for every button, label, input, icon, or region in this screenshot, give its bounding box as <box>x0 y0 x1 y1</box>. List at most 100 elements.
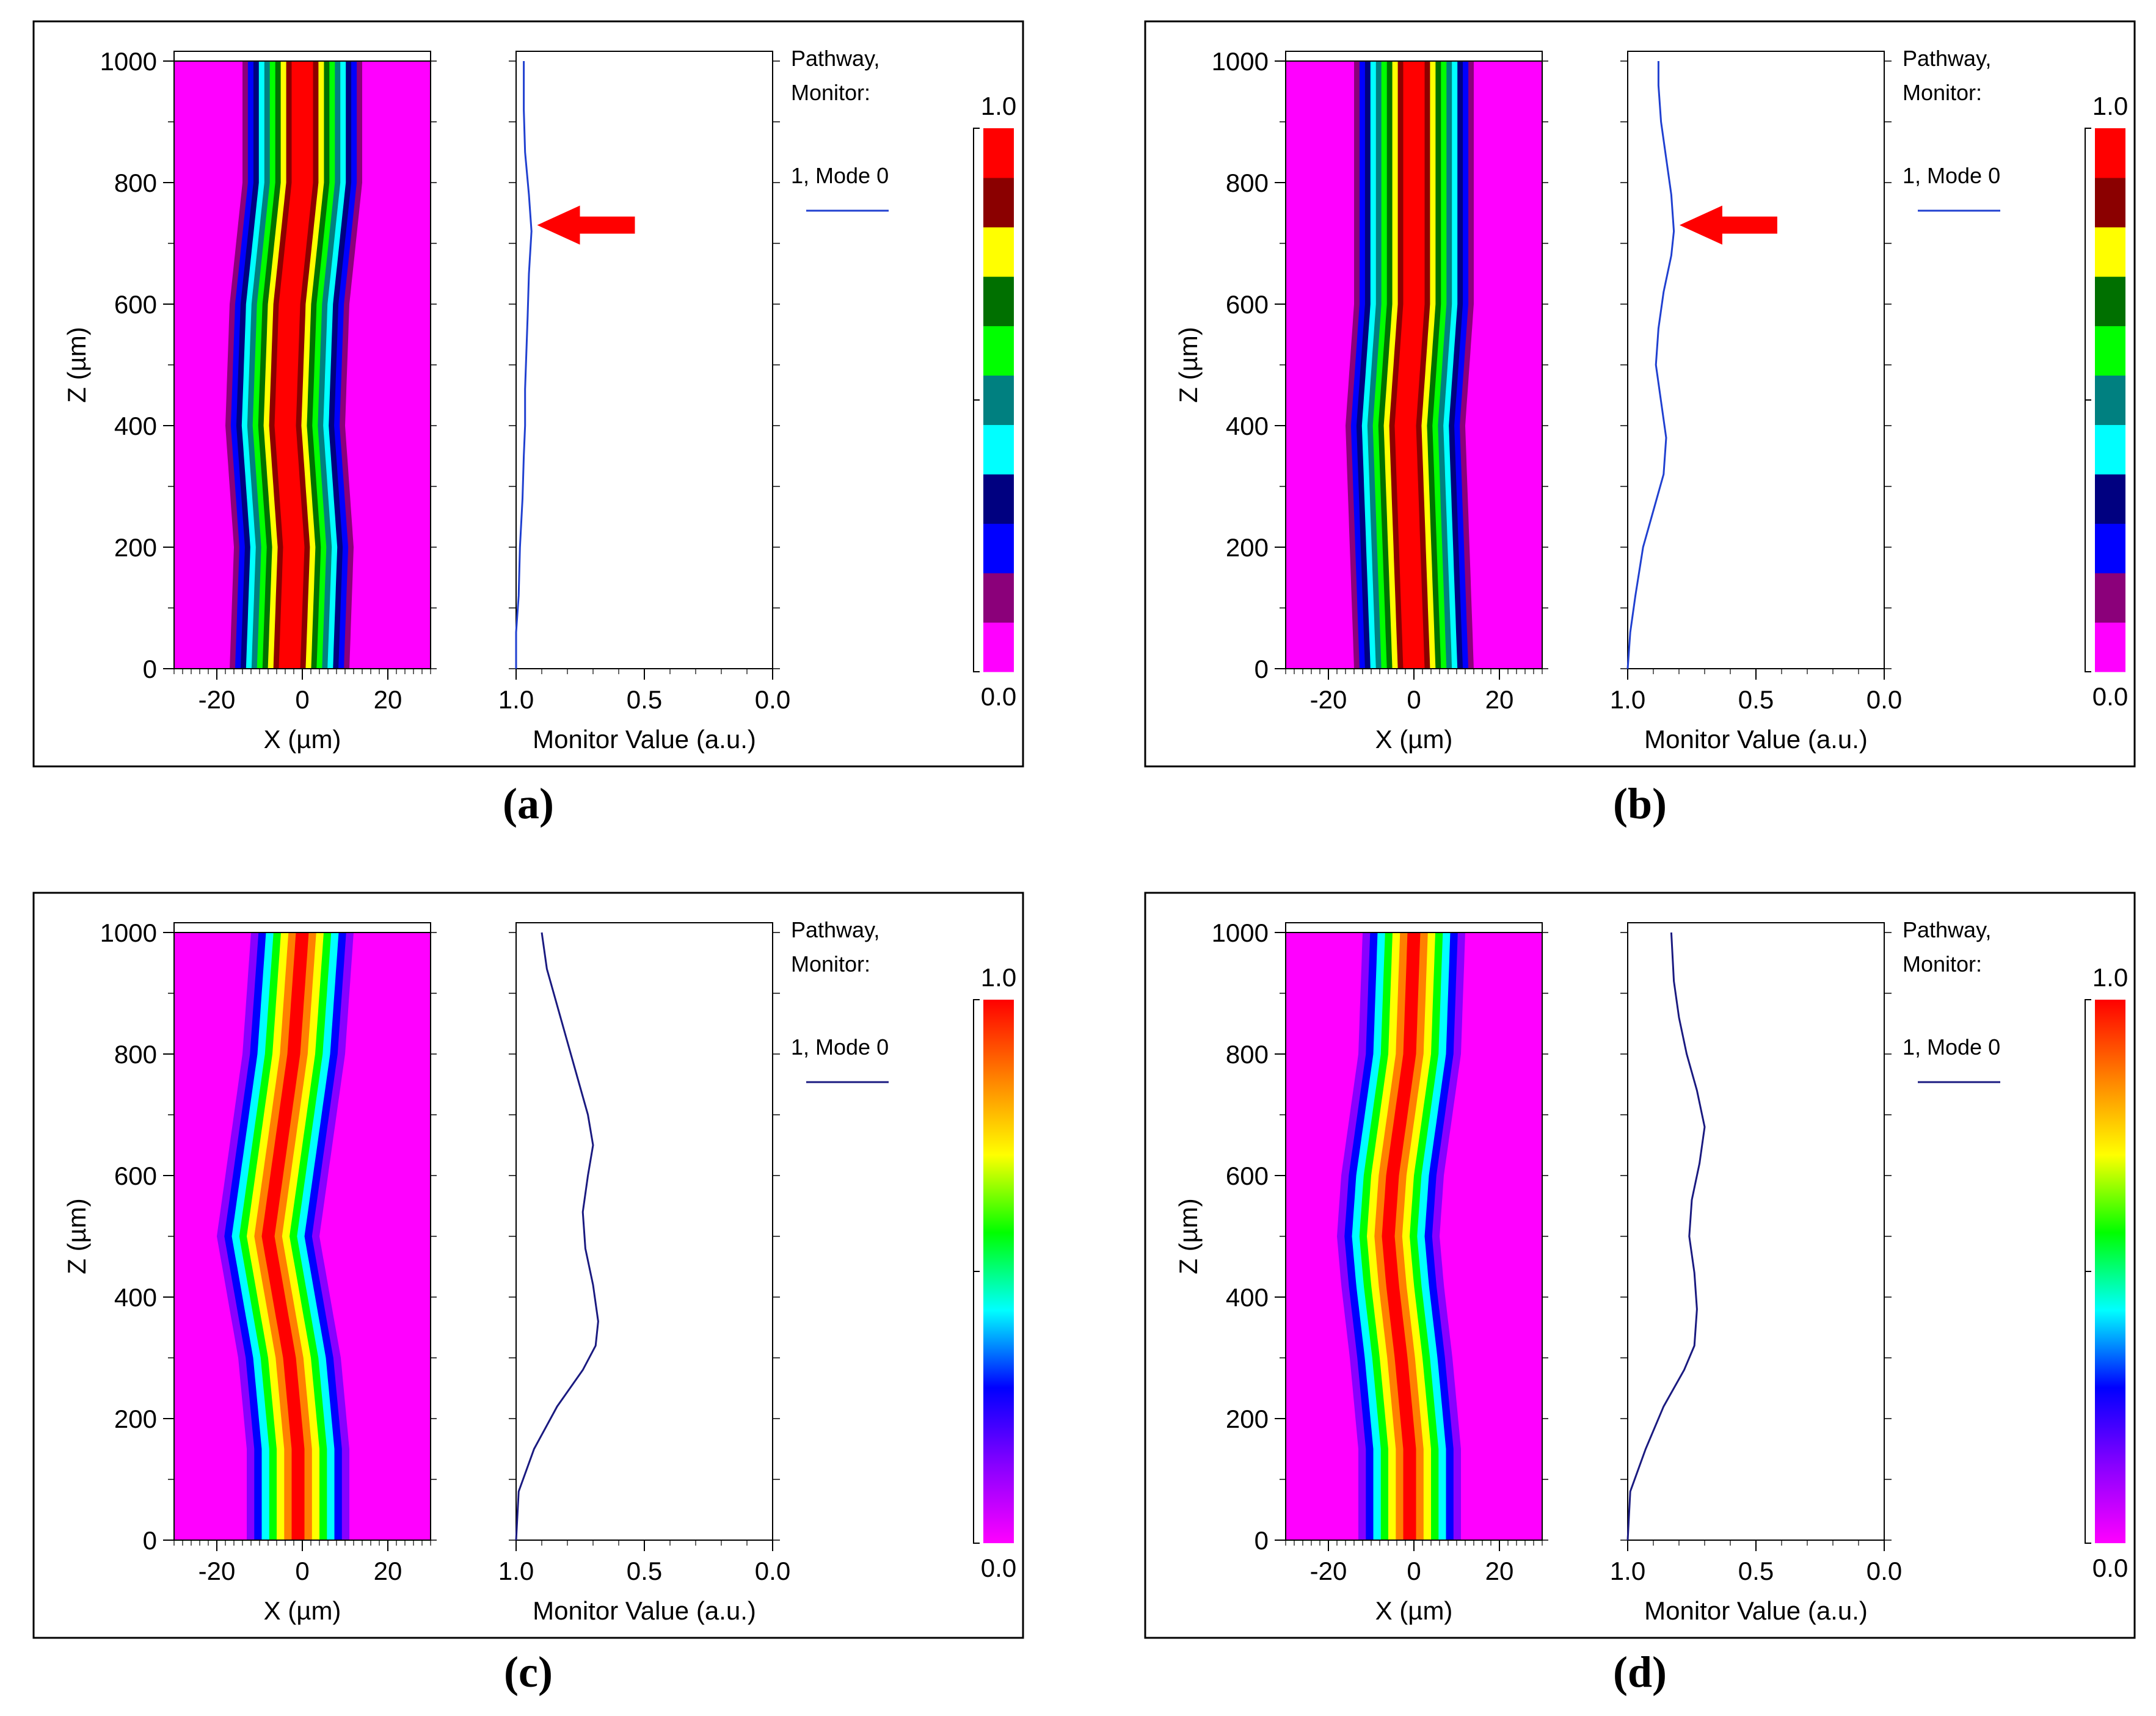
legend-title-line2: Monitor: <box>791 80 870 105</box>
colorbar-segment-5 <box>2095 375 2125 425</box>
z-tick-label: 400 <box>114 412 157 440</box>
colorbar <box>2085 128 2125 672</box>
monitor-x-tick-label: 1.0 <box>498 685 534 714</box>
panel-caption: (c) <box>504 1648 553 1696</box>
z-tick-label: 600 <box>114 1162 157 1190</box>
x-tick-label: -20 <box>1310 1557 1347 1585</box>
colorbar-segment-6 <box>2095 325 2125 376</box>
colorbar-segment-1 <box>983 573 1014 623</box>
x-tick-label: 0 <box>295 1557 309 1585</box>
monitor-x-tick-label: 1.0 <box>1610 1557 1645 1585</box>
z-tick-label: 200 <box>114 1405 157 1433</box>
legend-entry-label: 1, Mode 0 <box>791 163 889 188</box>
field-band-level-6 <box>1374 933 1428 1540</box>
monitor-axes-frame <box>1627 922 1885 1541</box>
colorbar-segment-3 <box>2095 474 2125 524</box>
monitor-x-tick-label: 1.0 <box>498 1557 534 1585</box>
panel-caption: (d) <box>1613 1648 1667 1696</box>
arrow-shape <box>1679 205 1777 245</box>
monitor-x-tick-label: 0.5 <box>627 1557 662 1585</box>
z-tick-label: 800 <box>1226 169 1269 197</box>
field-band-level-7 <box>261 933 309 1540</box>
colorbar-segment-2 <box>2095 523 2125 573</box>
panel-d: 0 200 400 600 800 1000 -20 0 20 X (µm) Z (µm) 1.0 0.… <box>1144 892 2136 1696</box>
monitor-x-tick-label: 0.0 <box>755 685 790 714</box>
monitor-x-tick-label: 0.5 <box>1738 685 1774 714</box>
x-tick-label: 20 <box>1485 1557 1514 1585</box>
x-tick-label: 0 <box>295 685 309 714</box>
legend-entry-label: 1, Mode 0 <box>791 1034 889 1060</box>
highlight-arrow <box>537 205 635 245</box>
colorbar-max-label: 1.0 <box>981 92 1016 120</box>
monitor-x-tick-label: 0.0 <box>1866 1557 1902 1585</box>
monitor-x-tick-label: 0.5 <box>627 685 662 714</box>
colorbar-segment-9 <box>2095 177 2125 228</box>
z-tick-label: 1000 <box>1212 47 1269 76</box>
z-tick-label: 200 <box>1226 533 1269 562</box>
legend-title-line1: Pathway, <box>791 46 880 71</box>
monitor-axes-frame <box>1627 51 1885 669</box>
colorbar-segment-0 <box>983 622 1014 672</box>
colorbar <box>973 128 1014 672</box>
legend-entry-label: 1, Mode 0 <box>1903 163 2000 188</box>
colorbar-segment-5 <box>983 375 1014 425</box>
z-tick-label: 1000 <box>1212 918 1269 947</box>
z-tick-label: 0 <box>143 1526 157 1555</box>
field-map <box>1286 61 1542 669</box>
colorbar-segment-2 <box>983 523 1014 573</box>
colorbar-gradient-bar <box>983 1000 1014 1543</box>
colorbar-segment-9 <box>983 177 1014 228</box>
monitor-x-tick-label: 0.0 <box>1866 685 1902 714</box>
highlight-arrow <box>1679 205 1777 245</box>
z-tick-label: 800 <box>114 1040 157 1069</box>
monitor-line <box>1626 61 1675 669</box>
colorbar-min-label: 0.0 <box>2092 1554 2128 1582</box>
z-tick-label: 400 <box>1226 412 1269 440</box>
z-axis-title: Z (µm) <box>62 1198 91 1274</box>
z-tick-label: 600 <box>1226 1162 1269 1190</box>
field-top-strip <box>173 922 431 933</box>
monitor-x-tick-label: 0.0 <box>755 1557 790 1585</box>
legend-title-line2: Monitor: <box>1903 951 1982 976</box>
monitor-x-axis-title: Monitor Value (a.u.) <box>533 1596 756 1625</box>
monitor-line <box>515 61 533 669</box>
z-axis-title: Z (µm) <box>1174 1198 1203 1274</box>
colorbar-segment-8 <box>2095 227 2125 277</box>
field-top-strip <box>1285 51 1543 62</box>
z-tick-label: 0 <box>1255 1526 1269 1555</box>
legend-title-line1: Pathway, <box>791 917 880 942</box>
colorbar-gradient-bar <box>2095 1000 2125 1543</box>
panel-b: 0 200 400 600 800 1000 -20 0 20 X (µm) Z (µm) 1.0 0.… <box>1144 20 2136 828</box>
field-map <box>1286 933 1542 1540</box>
z-axis-title: Z (µm) <box>1174 327 1203 402</box>
x-tick-label: -20 <box>198 685 236 714</box>
colorbar-segment-4 <box>2095 424 2125 474</box>
colorbar-segment-7 <box>2095 276 2125 327</box>
legend-title-line2: Monitor: <box>1903 80 1982 105</box>
monitor-axes-frame <box>515 51 773 669</box>
monitor-x-tick-label: 1.0 <box>1610 685 1645 714</box>
monitor-axes-frame <box>515 922 773 1541</box>
colorbar-max-label: 1.0 <box>981 963 1016 992</box>
colorbar-min-label: 0.0 <box>981 1554 1016 1582</box>
x-tick-label: -20 <box>198 1557 236 1585</box>
monitor-line <box>515 932 599 1541</box>
monitor-x-axis-title: Monitor Value (a.u.) <box>533 725 756 754</box>
z-axis-title: Z (µm) <box>62 327 91 402</box>
legend-title-line1: Pathway, <box>1903 917 1991 942</box>
colorbar-min-label: 0.0 <box>2092 682 2128 711</box>
x-axis-title: X (µm) <box>1375 725 1453 754</box>
z-tick-label: 400 <box>1226 1283 1269 1312</box>
panel-caption: (a) <box>503 779 554 828</box>
panel-caption: (b) <box>1613 779 1667 828</box>
x-tick-label: 20 <box>1485 685 1514 714</box>
field-top-strip <box>173 51 431 62</box>
colorbar-max-label: 1.0 <box>2092 92 2128 120</box>
z-tick-label: 400 <box>114 1283 157 1312</box>
colorbar <box>973 999 1014 1544</box>
legend-entry-label: 1, Mode 0 <box>1903 1034 2000 1060</box>
panel-a: 0 200 400 600 800 1000 -20 0 20 X (µm) Z (µm) 1.0 0.… <box>32 20 1024 828</box>
colorbar-segment-3 <box>983 474 1014 524</box>
colorbar-segment-6 <box>983 325 1014 376</box>
